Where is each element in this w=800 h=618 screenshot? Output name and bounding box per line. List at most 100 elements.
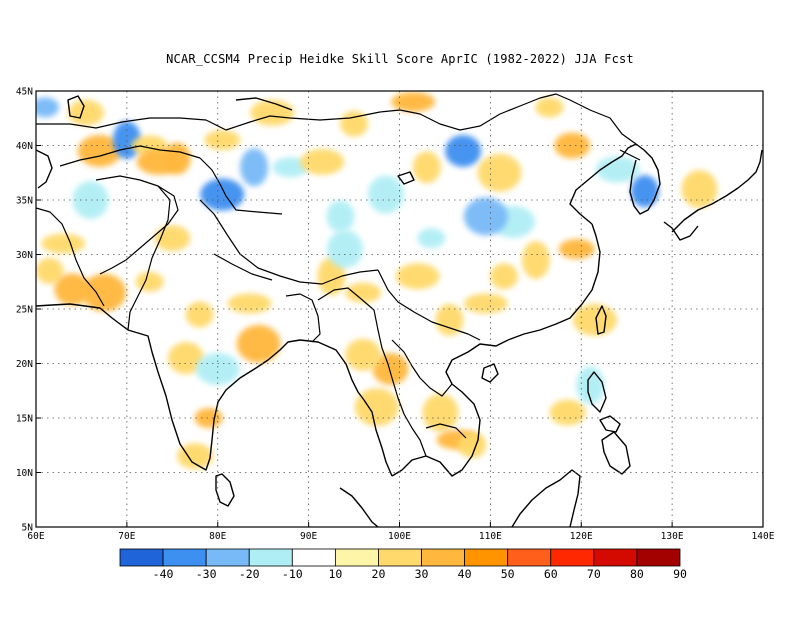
skill-patch	[250, 99, 295, 126]
y-tick-label: 30N	[16, 250, 33, 261]
x-tick-label: 90E	[300, 531, 317, 542]
border-pakistan-india	[127, 185, 171, 331]
y-tick-label: 35N	[16, 196, 33, 207]
coastline-malay-peninsula	[363, 399, 393, 477]
coastline-japan	[671, 149, 763, 233]
coastline-balkhash	[235, 97, 293, 111]
skill-patch	[445, 134, 482, 167]
colorbar-swatch	[334, 548, 379, 567]
skill-patch	[77, 134, 122, 167]
skill-patch	[300, 148, 345, 175]
skill-patch	[367, 175, 404, 214]
skill-patch	[135, 271, 164, 292]
border-laos	[391, 339, 453, 397]
border-kazakh	[36, 117, 227, 131]
colorbar-swatch	[291, 548, 336, 567]
skill-patch	[391, 91, 436, 112]
colorbar-swatch	[119, 548, 164, 567]
coastline-west-india	[36, 303, 215, 471]
coastline-aral	[67, 95, 85, 119]
skill-patch	[572, 303, 617, 336]
coastline-japan-south	[663, 221, 699, 241]
border-bangladesh	[285, 293, 321, 343]
skill-patch	[67, 99, 104, 126]
border-myanmar	[317, 287, 393, 379]
skill-patch	[227, 293, 272, 314]
skill-patch	[345, 282, 382, 303]
colorbar-label: 90	[673, 567, 687, 581]
skill-patch	[435, 303, 464, 336]
border-xinjiang	[199, 157, 283, 215]
coastline-east-india	[213, 339, 365, 421]
skill-patch	[340, 110, 369, 137]
colorbar-label: 60	[544, 567, 558, 581]
chart-title: NCAR_CCSM4 Precip Heidke Skill Score Apr…	[166, 52, 634, 66]
skill-patch	[82, 273, 127, 312]
x-tick-label: 140E	[752, 531, 775, 542]
skill-patch	[326, 200, 355, 233]
x-tick-label: 130E	[661, 531, 684, 542]
border-mongolia	[225, 93, 637, 145]
skill-patch	[595, 156, 640, 183]
skill-patch	[417, 228, 446, 249]
skill-patch	[317, 257, 346, 296]
colorbar-swatch	[636, 548, 681, 567]
y-tick-label: 10N	[16, 468, 33, 479]
x-tick-label: 110E	[479, 531, 502, 542]
y-tick-label: 20N	[16, 359, 33, 370]
skill-patch	[463, 293, 508, 314]
colorbar-label: 80	[630, 567, 644, 581]
skill-patch	[195, 352, 240, 385]
colorbar-swatch	[162, 548, 207, 567]
coastline-visayas	[599, 415, 621, 433]
colorbar-label: 20	[372, 567, 386, 581]
skill-patch	[272, 157, 309, 178]
skill-patch	[154, 225, 191, 252]
skill-patch	[345, 338, 382, 371]
graticule	[36, 91, 763, 527]
skill-patch	[204, 130, 241, 151]
coastline-luzon	[587, 371, 607, 413]
coastline-qinghai-lake	[397, 171, 415, 185]
colorbar-label: 30	[415, 567, 429, 581]
skill-patch	[463, 197, 508, 236]
colorbar-label: -20	[239, 567, 260, 581]
colorbar-label: 10	[328, 567, 342, 581]
x-tick-label: 100E	[388, 531, 411, 542]
x-tick-label: 70E	[118, 531, 135, 542]
skill-patch	[630, 175, 659, 208]
skill-patch	[458, 432, 487, 459]
colorbar-label: -30	[196, 567, 217, 581]
skill-patch	[185, 301, 214, 328]
border-korea-north	[619, 149, 641, 161]
colorbar-label: 50	[501, 567, 515, 581]
colorbar-swatch	[378, 548, 422, 567]
axis-ticks: 60E 70E 80E 90E 100E 110E 120E 130E 140E 5N 10N 15N…	[16, 87, 775, 543]
coastline-sri-lanka	[215, 473, 235, 507]
skill-patch	[681, 170, 718, 209]
y-tick-label: 45N	[16, 87, 33, 98]
y-tick-label: 5N	[22, 523, 34, 534]
skill-patch	[354, 388, 399, 427]
coastline-borneo	[511, 469, 581, 527]
colorbar-swatch	[248, 548, 293, 567]
y-tick-label: 15N	[16, 414, 33, 425]
border-iran	[36, 207, 105, 307]
skill-patch	[236, 324, 281, 363]
y-tick-label: 25N	[16, 305, 33, 316]
skill-patch	[200, 178, 245, 211]
skill-patch	[558, 239, 595, 260]
skill-score-field	[36, 91, 718, 470]
border-central-asia	[59, 145, 201, 167]
coastline-south-china	[507, 223, 601, 341]
skill-patch	[41, 233, 86, 254]
x-tick-label: 120E	[570, 531, 593, 542]
colorbar-label: -10	[282, 567, 303, 581]
skill-patch	[326, 230, 363, 269]
colorbar-swatch	[464, 548, 509, 567]
colorbar-swatch	[421, 548, 466, 567]
skill-patch	[36, 97, 60, 118]
coastline-taiwan	[595, 305, 607, 335]
skill-patch	[177, 443, 214, 470]
